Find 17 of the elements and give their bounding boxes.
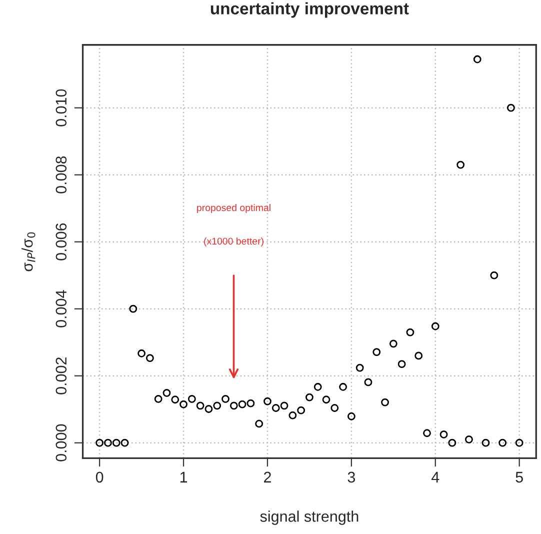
x-tick-label: 1 [180, 472, 188, 482]
y-tick-label: 0.002 [56, 357, 67, 394]
x-axis-title: signal strength [260, 510, 358, 525]
annotation: proposed optimal [197, 204, 270, 214]
x-tick-label: 3 [348, 472, 356, 483]
chart-title: uncertainty improvement [210, 2, 409, 18]
y-tick-label: 0.000 [56, 424, 67, 462]
y-tick-label: 0.004 [56, 290, 67, 328]
x-tick-label: 2 [264, 472, 271, 482]
y-tick-label: 0.008 [56, 156, 67, 194]
y-tick-label: 0.010 [56, 89, 67, 126]
y-tick-label: 0.006 [56, 223, 67, 260]
x-tick-label: 0 [96, 472, 104, 483]
y-axis-title: σ$_{IP}$/σ$_{0}$ [22, 232, 36, 272]
x-tick-label: 4 [431, 472, 440, 482]
annotation: (x1000 better) [204, 237, 264, 247]
x-tick-label: 5 [516, 472, 523, 483]
